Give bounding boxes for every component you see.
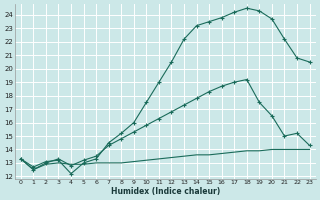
- X-axis label: Humidex (Indice chaleur): Humidex (Indice chaleur): [111, 187, 220, 196]
